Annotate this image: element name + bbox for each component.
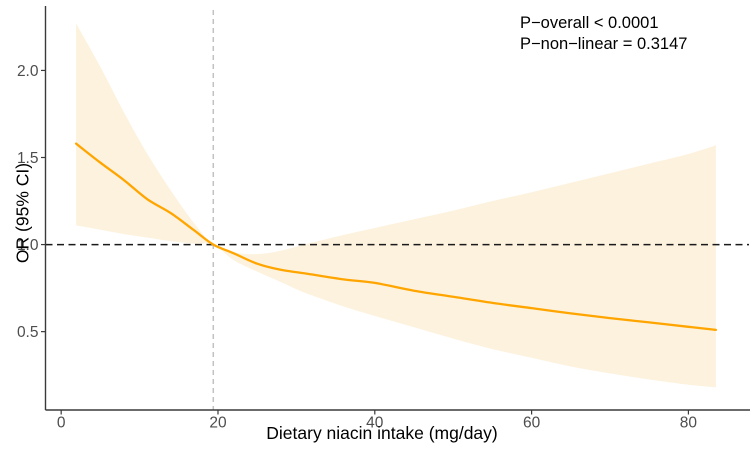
y-tick-label: 2.0 bbox=[17, 63, 39, 80]
x-tick-label: 20 bbox=[209, 415, 227, 432]
ci-ribbon bbox=[76, 23, 716, 388]
y-tick-label: 1.0 bbox=[17, 237, 39, 254]
p-value-annotation: P−overall < 0.0001 P−non−linear = 0.3147 bbox=[520, 13, 687, 54]
or-curve bbox=[74, 142, 718, 332]
x-axis-title: Dietary niacin intake (mg/day) bbox=[266, 423, 498, 443]
y-axis-title: OR (95% CI) bbox=[12, 162, 33, 264]
y-tick-label: 0.5 bbox=[17, 324, 39, 341]
x-tick-label: 60 bbox=[523, 415, 541, 432]
p-overall-text: P−overall < 0.0001 bbox=[520, 14, 659, 32]
x-tick-label: 40 bbox=[366, 415, 384, 432]
p-nonlinear-text: P−non−linear = 0.3147 bbox=[520, 34, 688, 53]
y-tick-label: 1.5 bbox=[17, 150, 39, 167]
x-tick-label: 80 bbox=[680, 415, 698, 432]
x-tick-label: 0 bbox=[57, 415, 66, 432]
